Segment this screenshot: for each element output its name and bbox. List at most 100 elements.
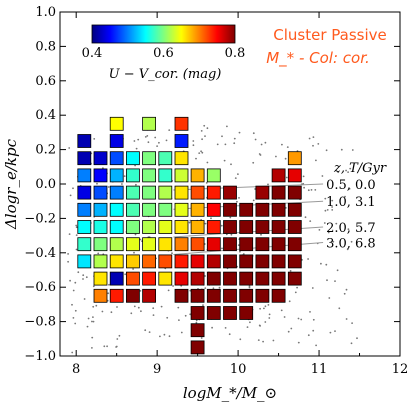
heatmap-cell xyxy=(109,134,124,148)
y-tick-label: −0.8 xyxy=(24,315,56,330)
background-point xyxy=(259,307,261,310)
background-point xyxy=(309,220,312,223)
x-axis-label: logM_*/M_⊙ xyxy=(183,384,277,402)
heatmap-cell xyxy=(190,306,205,320)
background-point xyxy=(139,238,142,241)
heatmap-cell xyxy=(271,271,286,286)
heatmap-cell xyxy=(223,185,237,200)
axis-ticks: 8 9 10 11 12 1.0 0.8 0.6 0.4 0.2 0.0 −0.2 −0.4 −0.6 −0… xyxy=(24,5,407,377)
background-point xyxy=(71,351,74,354)
heatmap-cell xyxy=(223,237,237,252)
background-point xyxy=(288,300,291,303)
tracks-header: z, T/Gyr xyxy=(333,161,387,176)
background-point xyxy=(263,307,265,310)
y-tick-label: −0.6 xyxy=(24,280,56,295)
background-point xyxy=(133,140,136,142)
background-point xyxy=(91,336,94,339)
background-point xyxy=(147,141,150,144)
background-point xyxy=(163,333,166,336)
heatmap-cell xyxy=(255,237,270,252)
heatmap-cell xyxy=(158,151,173,166)
heatmap-cell xyxy=(93,168,108,183)
heatmap-cell xyxy=(206,237,221,252)
background-point xyxy=(351,322,353,324)
background-point xyxy=(294,291,297,294)
background-point xyxy=(133,251,135,254)
background-point xyxy=(204,135,206,138)
background-point xyxy=(110,311,113,314)
background-point xyxy=(201,151,204,154)
background-point xyxy=(345,288,348,291)
background-point xyxy=(324,209,327,212)
heatmap-cell xyxy=(174,134,189,148)
background-point xyxy=(123,175,126,178)
background-point xyxy=(343,292,346,295)
background-point xyxy=(264,141,267,144)
background-point xyxy=(107,292,110,295)
heatmap-cell xyxy=(255,254,270,269)
background-point xyxy=(350,240,353,243)
background-point xyxy=(216,143,219,146)
heatmap-cell xyxy=(239,237,254,252)
background-point xyxy=(192,144,195,147)
background-point xyxy=(230,163,232,166)
background-point xyxy=(210,217,212,220)
background-point xyxy=(165,139,168,142)
background-point xyxy=(311,287,314,289)
background-point xyxy=(349,167,352,170)
background-point xyxy=(332,240,335,243)
heatmap-cell xyxy=(255,271,270,286)
background-point xyxy=(168,129,171,132)
background-point xyxy=(135,147,138,150)
background-point xyxy=(315,344,317,347)
background-point xyxy=(224,327,227,329)
background-point xyxy=(267,304,270,306)
background-point xyxy=(95,304,98,307)
heatmap-cell xyxy=(206,288,221,303)
heatmap-cell xyxy=(223,202,237,217)
background-point xyxy=(77,271,80,274)
background-point xyxy=(108,283,110,286)
heatmap-cell xyxy=(223,271,237,286)
background-point xyxy=(312,318,315,321)
background-point xyxy=(329,331,332,334)
background-point xyxy=(188,221,191,224)
heatmap-cell xyxy=(142,220,157,234)
background-point xyxy=(72,289,75,292)
background-point xyxy=(148,331,151,333)
background-point xyxy=(198,152,201,155)
heatmap-cell xyxy=(271,168,286,183)
x-tick-label: 10 xyxy=(230,362,247,377)
heatmap-cell xyxy=(109,151,124,166)
background-point xyxy=(166,316,169,319)
background-point xyxy=(285,176,288,179)
heatmap-cell xyxy=(77,185,92,200)
background-point xyxy=(249,321,251,324)
y-tick-label: 0.4 xyxy=(35,108,56,123)
x-tick-label: 11 xyxy=(311,362,328,377)
background-point xyxy=(252,199,255,202)
heatmap-cell xyxy=(239,202,254,217)
x-tick-label: 12 xyxy=(392,362,407,377)
heatmap-cell xyxy=(109,237,124,252)
background-point xyxy=(200,130,203,132)
background-point xyxy=(312,329,315,332)
heatmap-cell xyxy=(126,220,140,234)
background-point xyxy=(177,306,180,309)
background-point xyxy=(344,195,346,198)
background-point xyxy=(212,287,215,290)
heatmap-cell xyxy=(126,202,140,217)
track-label: 3.0, 6.8 xyxy=(326,237,376,252)
heatmap-cell xyxy=(190,202,205,217)
heatmap-cell xyxy=(223,288,237,303)
heatmap-cell xyxy=(158,254,173,269)
colorbar-tick-0.8: 0.8 xyxy=(225,46,246,61)
background-point xyxy=(106,345,108,348)
heatmap-cell xyxy=(206,185,221,200)
background-point xyxy=(67,260,69,263)
heatmap-cell xyxy=(174,220,189,234)
background-point xyxy=(345,169,347,172)
background-point xyxy=(307,334,310,337)
background-point xyxy=(154,136,157,139)
background-point xyxy=(82,278,84,280)
